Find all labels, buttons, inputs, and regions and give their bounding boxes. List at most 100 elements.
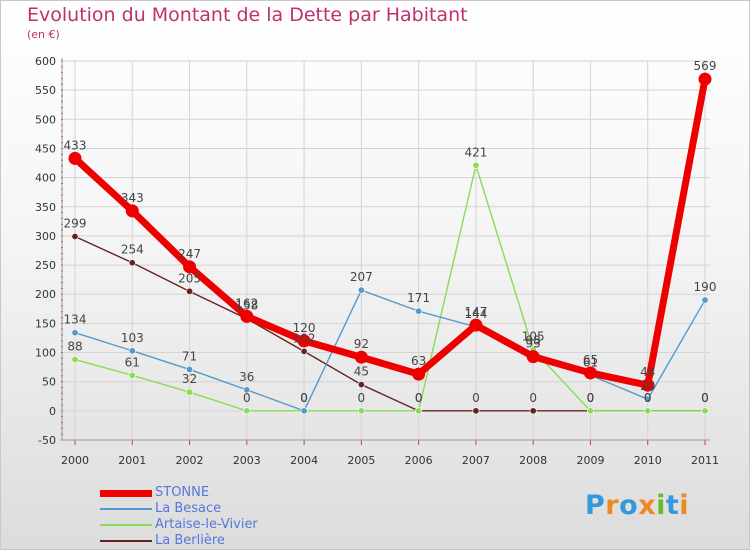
data-label: 0 [587, 391, 595, 405]
data-point [183, 260, 197, 274]
logo-letter: i [656, 490, 666, 521]
data-point [526, 350, 540, 364]
data-point [186, 365, 194, 373]
data-point [644, 395, 652, 403]
data-label: 134 [64, 313, 87, 327]
data-point [415, 307, 423, 315]
x-tick-label: 2000 [61, 454, 89, 467]
chart-title: Evolution du Montant de la Dette par Hab… [27, 4, 468, 26]
data-label: 103 [121, 331, 144, 345]
data-label: 88 [67, 340, 82, 354]
x-tick-label: 2007 [462, 454, 490, 467]
data-point [472, 407, 480, 415]
data-point [354, 350, 368, 364]
data-point [472, 161, 480, 169]
data-label: 71 [182, 349, 197, 363]
data-label: 158 [235, 299, 258, 313]
data-point [415, 407, 423, 415]
data-labels: 433 343 247 162 120 92 63 147 93 65 44 569 134 103 71 3… [64, 59, 717, 405]
y-tick-label: 100 [35, 347, 56, 360]
data-label: 0 [300, 391, 308, 405]
series-lines [68, 72, 712, 415]
legend-swatch [100, 540, 152, 542]
y-tick-label: 500 [35, 113, 56, 126]
data-point [701, 296, 709, 304]
data-label: 120 [293, 321, 316, 335]
data-point [644, 407, 652, 415]
data-point [243, 407, 251, 415]
series-line-artaise-le-vivier [74, 164, 706, 412]
data-point [529, 407, 537, 415]
y-tick-label: 50 [42, 376, 56, 389]
gridlines [62, 60, 710, 441]
data-point [71, 356, 79, 364]
data-label: 147 [464, 305, 487, 319]
data-label: 0 [243, 391, 251, 405]
data-label: 44 [640, 365, 655, 379]
x-tick-label: 2006 [405, 454, 433, 467]
chart-unit: (en €) [27, 28, 60, 41]
data-point [469, 318, 483, 332]
data-point [128, 347, 136, 355]
data-point [300, 347, 308, 355]
data-label: 0 [644, 391, 652, 405]
data-point [297, 334, 311, 348]
data-label: 20 [640, 379, 655, 393]
data-label: 0 [701, 391, 709, 405]
data-label: 0 [472, 391, 480, 405]
logo-letter: r [605, 490, 620, 521]
y-tick-label: 550 [35, 84, 56, 97]
logo-letter: i [679, 490, 690, 521]
data-point [240, 309, 254, 323]
data-label: 205 [178, 271, 201, 285]
data-label: 247 [178, 247, 201, 261]
data-label: 63 [411, 354, 426, 368]
x-tick-label: 2009 [576, 454, 604, 467]
data-point [701, 407, 709, 415]
logo-letter: t [665, 490, 680, 521]
data-label: 98 [526, 334, 541, 348]
data-label: 0 [358, 391, 366, 405]
data-label: 0 [300, 391, 308, 405]
y-tick-label: 400 [35, 172, 56, 185]
data-point [128, 371, 136, 379]
data-point [186, 388, 194, 396]
legend-label: La Besace [155, 501, 222, 516]
x-tick-label: 2004 [290, 454, 318, 467]
y-tick-label: 300 [35, 230, 56, 243]
data-label: 92 [354, 337, 369, 351]
x-tick-label: 2008 [519, 454, 547, 467]
logo-letter: x [638, 490, 657, 521]
data-point [412, 367, 426, 381]
y-tick-label: 600 [35, 55, 56, 68]
data-point [71, 329, 79, 337]
data-point [583, 366, 597, 380]
data-label: 299 [64, 217, 87, 231]
series-line-stonne [71, 75, 709, 389]
y-tick-label: 200 [35, 288, 56, 301]
data-label: 343 [121, 191, 144, 205]
data-label: 144 [464, 307, 487, 321]
data-point [698, 72, 712, 86]
data-label: 171 [407, 291, 430, 305]
series-line-la-besace [74, 289, 706, 412]
data-point [125, 204, 139, 218]
legend-swatch [100, 524, 152, 526]
y-tick-label: 150 [35, 317, 56, 330]
data-point [243, 386, 251, 394]
axes: -500501001502002503003504004505005506002… [35, 55, 719, 467]
logo-letter: o [619, 490, 639, 521]
logo-letter: P [585, 490, 606, 521]
x-tick-label: 2003 [233, 454, 261, 467]
data-point [357, 286, 365, 294]
y-tick-label: 0 [49, 405, 56, 418]
data-label: 45 [354, 365, 369, 379]
data-point [128, 259, 136, 267]
data-point [68, 151, 82, 165]
legend-swatch [100, 508, 152, 510]
data-label: 0 [701, 391, 709, 405]
data-label: 569 [694, 59, 717, 73]
legend-swatch [100, 490, 152, 497]
